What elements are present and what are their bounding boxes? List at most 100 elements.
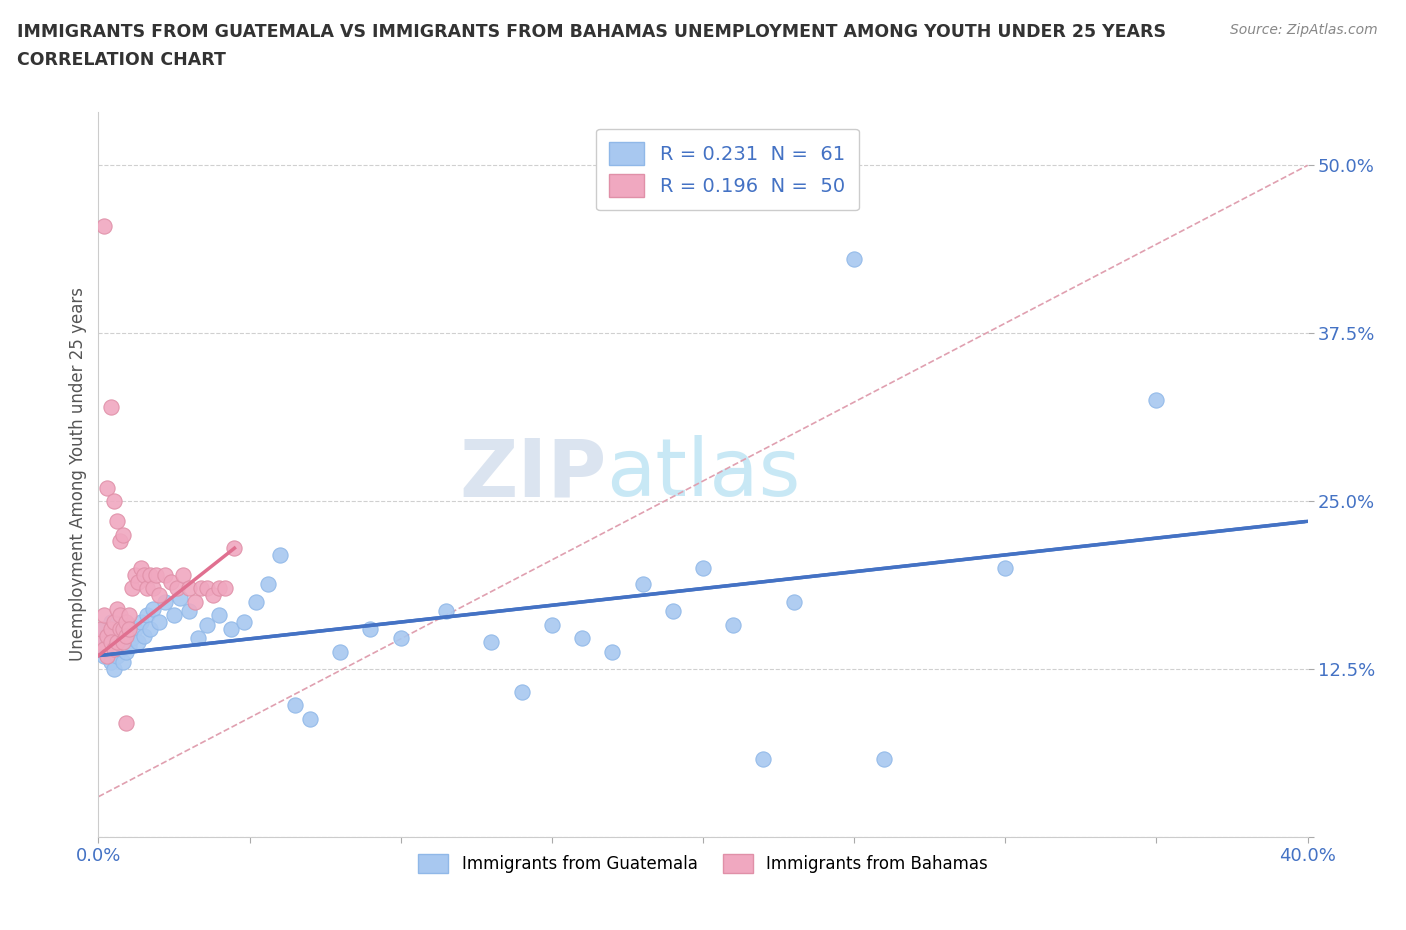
Point — [166, 581, 188, 596]
Point — [142, 601, 165, 616]
Point — [93, 648, 115, 663]
Point — [100, 615, 122, 630]
Point — [108, 534, 131, 549]
Point — [121, 581, 143, 596]
Point — [224, 540, 246, 555]
Point — [172, 567, 194, 582]
Text: CORRELATION CHART: CORRELATION CHART — [17, 51, 226, 69]
Point — [148, 588, 170, 603]
Point — [108, 642, 131, 657]
Point — [118, 621, 141, 636]
Point — [100, 400, 122, 415]
Point — [96, 628, 118, 643]
Point — [114, 644, 136, 659]
Legend: Immigrants from Guatemala, Immigrants from Bahamas: Immigrants from Guatemala, Immigrants fr… — [412, 847, 994, 880]
Point — [179, 581, 201, 596]
Point — [481, 635, 503, 650]
Point — [103, 635, 125, 650]
Point — [124, 621, 146, 636]
Point — [96, 628, 118, 643]
Point — [93, 219, 115, 233]
Point — [100, 621, 122, 636]
Point — [96, 648, 118, 663]
Point — [195, 618, 218, 632]
Point — [169, 591, 191, 605]
Point — [108, 608, 131, 623]
Point — [434, 604, 457, 618]
Text: ZIP: ZIP — [458, 435, 606, 513]
Point — [153, 567, 176, 582]
Point — [844, 252, 866, 267]
Point — [783, 594, 806, 609]
Point — [221, 621, 243, 636]
Point — [184, 594, 207, 609]
Point — [245, 594, 267, 609]
Point — [103, 615, 125, 630]
Point — [114, 715, 136, 730]
Point — [118, 639, 141, 654]
Point — [187, 631, 209, 645]
Point — [111, 621, 134, 636]
Point — [208, 608, 231, 623]
Point — [132, 628, 155, 643]
Point — [1144, 393, 1167, 408]
Point — [256, 577, 278, 591]
Point — [284, 698, 307, 712]
Point — [111, 635, 134, 650]
Point — [93, 642, 115, 657]
Y-axis label: Unemployment Among Youth under 25 years: Unemployment Among Youth under 25 years — [69, 287, 87, 661]
Text: IMMIGRANTS FROM GUATEMALA VS IMMIGRANTS FROM BAHAMAS UNEMPLOYMENT AMONG YOUTH UN: IMMIGRANTS FROM GUATEMALA VS IMMIGRANTS … — [17, 23, 1166, 41]
Point — [190, 581, 212, 596]
Point — [111, 631, 134, 645]
Point — [148, 615, 170, 630]
Point — [153, 594, 176, 609]
Point — [873, 751, 896, 766]
Point — [389, 631, 412, 645]
Point — [202, 588, 225, 603]
Point — [208, 581, 231, 596]
Point — [96, 480, 118, 495]
Point — [114, 615, 136, 630]
Text: Source: ZipAtlas.com: Source: ZipAtlas.com — [1230, 23, 1378, 37]
Point — [329, 644, 352, 659]
Point — [108, 621, 131, 636]
Point — [103, 494, 125, 509]
Point — [571, 631, 593, 645]
Point — [105, 601, 128, 616]
Point — [100, 635, 122, 650]
Point — [195, 581, 218, 596]
Point — [139, 567, 162, 582]
Point — [142, 581, 165, 596]
Point — [93, 608, 115, 623]
Point — [103, 642, 125, 657]
Point — [127, 635, 149, 650]
Point — [214, 581, 236, 596]
Point — [105, 648, 128, 663]
Point — [232, 615, 254, 630]
Point — [129, 615, 152, 630]
Text: atlas: atlas — [606, 435, 800, 513]
Point — [118, 618, 141, 632]
Point — [145, 567, 167, 582]
Point — [163, 608, 186, 623]
Point — [160, 575, 183, 590]
Point — [129, 561, 152, 576]
Point — [118, 608, 141, 623]
Point — [994, 561, 1017, 576]
Point — [121, 631, 143, 645]
Point — [127, 575, 149, 590]
Point — [114, 625, 136, 640]
Point — [602, 644, 624, 659]
Point — [269, 548, 291, 563]
Point — [752, 751, 775, 766]
Point — [124, 567, 146, 582]
Point — [510, 684, 533, 699]
Point — [90, 635, 112, 650]
Point — [105, 514, 128, 529]
Point — [132, 567, 155, 582]
Point — [100, 655, 122, 670]
Point — [139, 621, 162, 636]
Point — [105, 628, 128, 643]
Point — [111, 527, 134, 542]
Point — [111, 655, 134, 670]
